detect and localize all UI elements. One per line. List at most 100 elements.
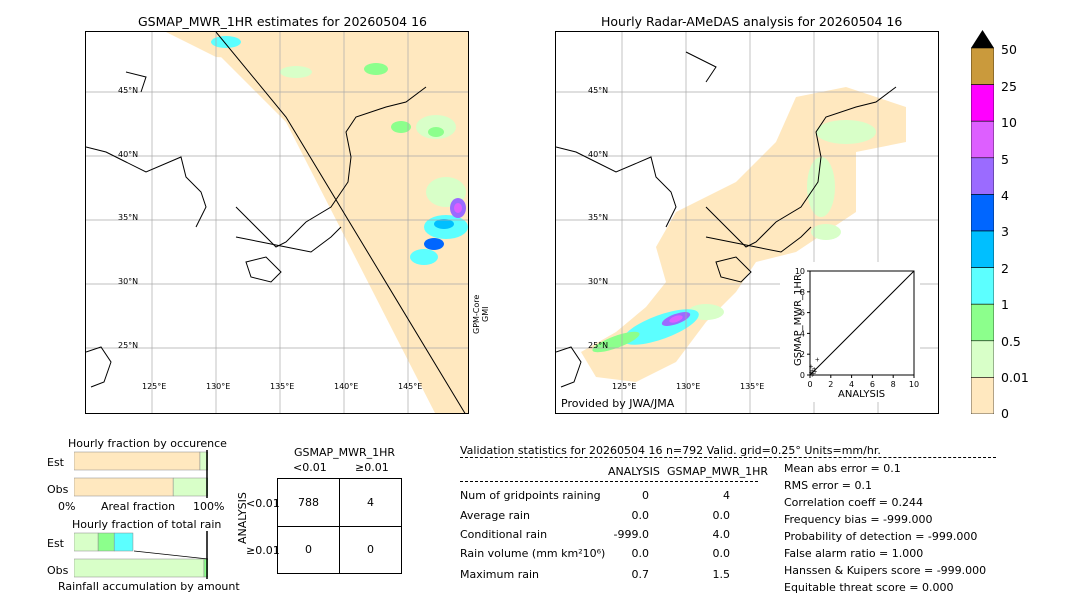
left-coastline (86, 32, 466, 413)
right-lat-label: 40°N (588, 150, 609, 159)
validation-row-label: Num of gridpoints raining (460, 489, 601, 502)
validation-row-label: Maximum rain (460, 568, 539, 581)
validation-header: Validation statistics for 20260504 16 n=… (460, 444, 881, 457)
total-rain-est-label: Est (47, 537, 64, 550)
colorbar-label: 10 (1001, 115, 1017, 130)
left-map (85, 31, 469, 414)
occurrence-title: Hourly fraction by occurence (68, 437, 227, 450)
fraction-bar-segment (73, 532, 99, 552)
scatter-y-tick-label: 4 (800, 329, 805, 338)
fraction-bar-segment (73, 477, 174, 497)
right-lat-label: 30°N (588, 277, 609, 286)
contingency-cell: 4 (367, 496, 374, 509)
sensor-label: GMI (481, 306, 490, 322)
scatter-point: + (809, 364, 814, 371)
scatter-point: + (810, 372, 815, 379)
scatter-y-tick-label: 10 (795, 267, 805, 276)
rain-blob (391, 121, 411, 133)
score-line: Equitable threat score = 0.000 (784, 581, 954, 594)
colorbar-swatch (970, 194, 995, 232)
rain-blob (428, 127, 444, 137)
score-line: Mean abs error = 0.1 (784, 462, 901, 475)
rain-blob (280, 66, 312, 78)
colorbar-label: 4 (1001, 188, 1009, 203)
satellite-label: GPM-Core (472, 294, 481, 334)
colorbar-swatch (970, 47, 995, 85)
validation-value: 0.0 (631, 547, 650, 560)
fraction-bar-segment (73, 558, 205, 578)
rain-blob (454, 203, 462, 213)
score-line: Frequency bias = -999.000 (784, 513, 933, 526)
occurrence-bars (73, 450, 209, 498)
colorbar-label: 0 (1001, 406, 1009, 421)
scatter-point: + (810, 368, 815, 375)
right-coastline (556, 51, 897, 388)
rain-blob (807, 157, 835, 217)
rain-blob (410, 249, 438, 265)
validation-col1: ANALYSIS (608, 465, 660, 478)
score-line: Hanssen & Kuipers score = -999.000 (784, 564, 987, 577)
contingency-cell: 788 (298, 496, 319, 509)
left-lon-label: 125°E (142, 382, 167, 391)
left-lon-label: 145°E (398, 382, 423, 391)
total-rain-xlabel: Rainfall accumulation by amount (58, 580, 240, 593)
scatter-xlabel: ANALYSIS (838, 389, 886, 400)
occurrence-x-tick: 100% (193, 500, 225, 513)
rain-blob (592, 331, 640, 353)
left-lat-label: 40°N (118, 150, 139, 159)
colorbar-swatch (970, 267, 995, 305)
right-lon-label: 135°E (740, 382, 765, 391)
colorbar-swatch (970, 157, 995, 195)
scatter-x-tick-label: 2 (828, 380, 833, 389)
score-line: RMS error = 0.1 (784, 479, 872, 492)
right-lon-label: 130°E (676, 382, 701, 391)
rain-blob (811, 224, 841, 240)
scatter-ylabel: GSMAP_MWR_1HR (793, 274, 804, 366)
rain-blob (364, 63, 388, 75)
scatter-y-tick-label: 2 (800, 350, 805, 359)
occurrence-obs-label: Obs (47, 483, 69, 496)
scatter-y-tick-label: 6 (800, 309, 805, 318)
left-swath-top (166, 32, 326, 62)
left-lat-label: 35°N (118, 213, 139, 222)
fraction-bar-segment (113, 532, 134, 552)
right-lon-label: 125°E (612, 382, 637, 391)
validation-value: 4 (723, 489, 730, 502)
colorbar (970, 30, 995, 415)
validation-value: 0.0 (712, 509, 731, 522)
right-map-canvas (556, 32, 938, 413)
validation-divider (460, 457, 996, 458)
occurrence-x-tick: 0% (58, 500, 76, 513)
colorbar-label: 25 (1001, 79, 1017, 94)
contingency-col-label: <0.01 (293, 461, 327, 474)
colorbar-swatch (970, 377, 995, 415)
scatter-y-tick-label: 8 (800, 288, 805, 297)
scatter-x-tick-label: 8 (891, 380, 896, 389)
colorbar-label: 5 (1001, 152, 1009, 167)
scatter-y-tick-label: 0 (800, 371, 805, 380)
validation-value: 0.0 (712, 547, 731, 560)
right-map (555, 31, 939, 414)
fraction-bar-segment (97, 532, 115, 552)
right-lat-label: 45°N (588, 86, 609, 95)
validation-row-label: Conditional rain (460, 528, 548, 541)
data-credit: Provided by JWA/JMA (561, 397, 675, 410)
contingency-row-label: ≥0.01 (246, 544, 280, 557)
colorbar-swatch (970, 120, 995, 159)
rain-blob (669, 315, 683, 323)
scatter-inset: 0 2 4 6 8 10 0 2 4 6 8 10 + + + + + + + + (780, 262, 920, 402)
left-lat-label: 30°N (118, 277, 139, 286)
left-lat-label: 45°N (118, 86, 139, 95)
scatter-diagonal (809, 270, 915, 376)
right-lat-label: 35°N (588, 213, 609, 222)
colorbar-label: 0.5 (1001, 334, 1021, 349)
validation-value: 0.0 (631, 509, 650, 522)
rain-blob (424, 238, 444, 250)
rain-blob (434, 219, 454, 229)
colorbar-swatch (970, 340, 995, 378)
total-rain-obs-label: Obs (47, 564, 69, 577)
colorbar-swatch (970, 230, 995, 268)
contingency-table: 788 4 0 0 (277, 478, 402, 574)
scatter-x-tick-label: 0 (807, 380, 812, 389)
